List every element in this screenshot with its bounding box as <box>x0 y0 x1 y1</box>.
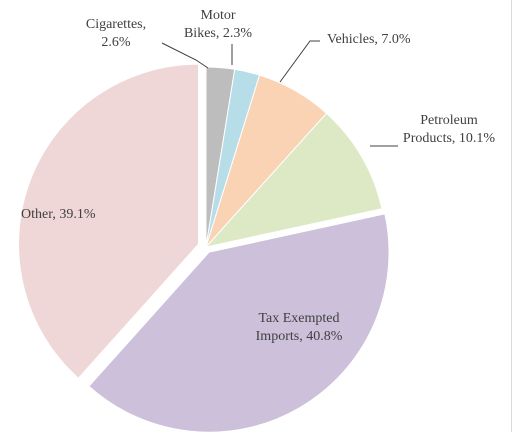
data-label-line: Motor <box>201 8 236 23</box>
data-label-cigarettes: Cigarettes, 2.6% <box>86 17 146 50</box>
data-label-petroleum-products: Petroleum Products, 10.1% <box>403 113 496 146</box>
data-label-line: Petroleum <box>420 113 478 128</box>
data-label-line: Bikes, 2.3% <box>184 26 252 41</box>
data-label-motor-bikes: Motor Bikes, 2.3% <box>184 8 252 41</box>
data-label-line: 2.6% <box>101 35 131 50</box>
leader-line-cigarettes <box>161 42 209 69</box>
leader-line-vehicles <box>279 40 320 83</box>
pie-slice-other <box>18 63 200 379</box>
data-label-tax-exempted-imports: Tax Exempted Imports, 40.8% <box>256 311 343 344</box>
data-label-line: Imports, 40.8% <box>256 329 343 344</box>
data-label-line: Tax Exempted <box>258 311 339 326</box>
pie-slice-tax-exempted-imports <box>88 213 390 432</box>
data-label-line: Vehicles, 7.0% <box>327 32 411 47</box>
data-label-line: Other, 39.1% <box>21 207 96 222</box>
pie-slice-petroleum-products <box>204 112 383 248</box>
data-label-line: Cigarettes, <box>86 17 146 32</box>
data-label-other: Other, 39.1% <box>21 207 96 222</box>
data-label-vehicles: Vehicles, 7.0% <box>327 32 411 47</box>
data-label-line: Products, 10.1% <box>403 131 496 146</box>
